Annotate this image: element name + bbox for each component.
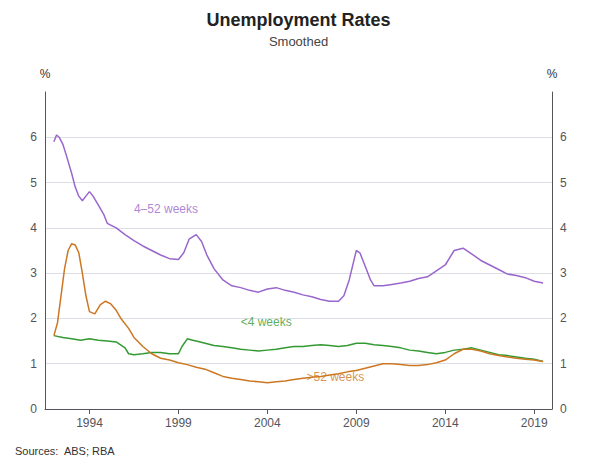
svg-text:>52 weeks: >52 weeks xyxy=(307,370,365,384)
svg-text:2009: 2009 xyxy=(343,416,370,430)
svg-text:2: 2 xyxy=(30,311,37,325)
svg-text:1994: 1994 xyxy=(76,416,103,430)
svg-text:0: 0 xyxy=(560,402,567,416)
svg-text:2014: 2014 xyxy=(432,416,459,430)
svg-text:%: % xyxy=(40,67,51,81)
svg-text:2: 2 xyxy=(560,311,567,325)
svg-text:3: 3 xyxy=(30,266,37,280)
svg-text:2004: 2004 xyxy=(254,416,281,430)
svg-text:4–52 weeks: 4–52 weeks xyxy=(134,202,198,216)
svg-text:4: 4 xyxy=(560,221,567,235)
svg-text:5: 5 xyxy=(30,176,37,190)
svg-text:3: 3 xyxy=(560,266,567,280)
svg-text:1999: 1999 xyxy=(165,416,192,430)
svg-text:5: 5 xyxy=(560,176,567,190)
svg-text:Unemployment Rates: Unemployment Rates xyxy=(206,10,390,30)
svg-text:<4 weeks: <4 weeks xyxy=(241,315,292,329)
svg-text:1: 1 xyxy=(30,357,37,371)
svg-text:Sources: ABS; RBA: Sources: ABS; RBA xyxy=(15,445,115,457)
svg-text:4: 4 xyxy=(30,221,37,235)
svg-text:6: 6 xyxy=(560,130,567,144)
svg-text:2019: 2019 xyxy=(521,416,548,430)
svg-text:%: % xyxy=(547,67,558,81)
svg-text:1: 1 xyxy=(560,357,567,371)
svg-text:0: 0 xyxy=(30,402,37,416)
svg-text:Smoothed: Smoothed xyxy=(269,34,328,49)
svg-text:6: 6 xyxy=(30,130,37,144)
